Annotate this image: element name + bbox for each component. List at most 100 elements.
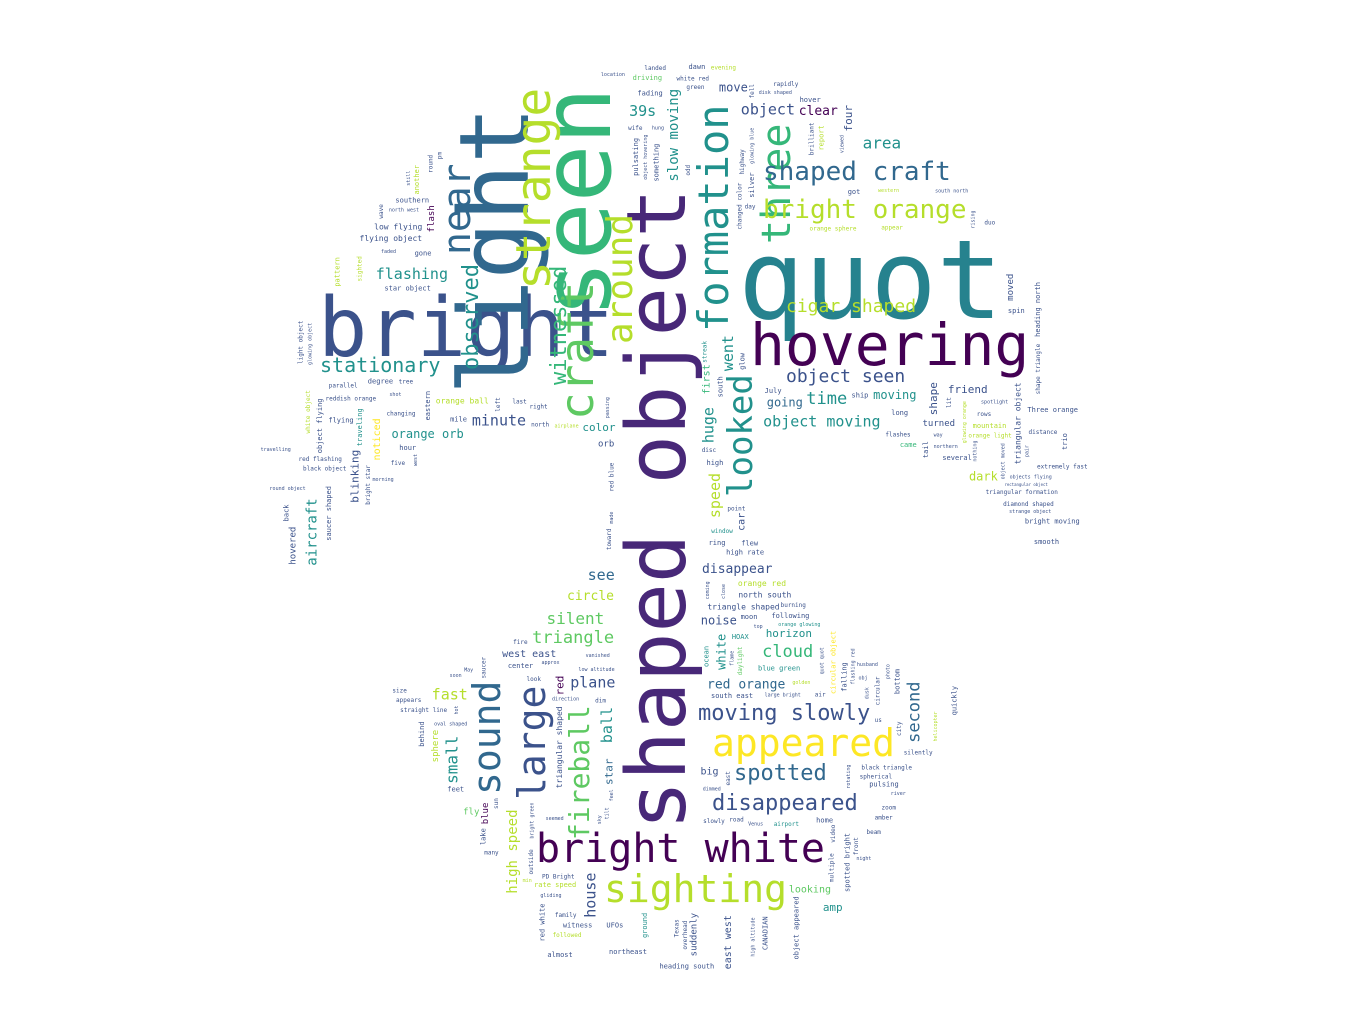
- word-triangular-formation: triangular formation: [986, 489, 1059, 496]
- word-appeared: appeared: [712, 721, 895, 765]
- word-ball: ball: [598, 707, 616, 743]
- word-fell: fell: [749, 84, 756, 99]
- word-morning: morning: [373, 477, 394, 483]
- word-observed: observed: [459, 264, 484, 370]
- word-several: several: [942, 454, 972, 462]
- word-spherical: spherical: [860, 774, 893, 781]
- word-appears: appears: [396, 697, 422, 704]
- word-fast: fast: [432, 685, 468, 703]
- word-extremely-fast: extremely fast: [1037, 464, 1088, 471]
- word-western: western: [878, 188, 899, 194]
- word-disc: disc: [702, 447, 717, 454]
- word-gliding: gliding: [540, 893, 561, 899]
- word-toward: toward: [606, 528, 613, 550]
- word-orange-ball: orange ball: [436, 396, 489, 405]
- word-oval-shaped: oval shaped: [434, 721, 467, 727]
- word-object-flying: object flying: [316, 398, 324, 453]
- word-may: May: [464, 667, 473, 673]
- word-pattern: pattern: [334, 257, 342, 287]
- word-reddish-orange: reddish orange: [326, 396, 377, 403]
- word-flying-object: flying object: [360, 234, 423, 243]
- word-passing: passing: [605, 397, 611, 418]
- word-made: made: [609, 512, 615, 524]
- word-circular-object: circular object: [829, 631, 837, 694]
- word-pair: pair: [1025, 445, 1031, 457]
- word-hot: hot: [454, 706, 460, 715]
- word-sphere: sphere: [431, 730, 441, 763]
- word-sighting: sighting: [604, 867, 787, 911]
- word-flew: flew: [741, 540, 759, 548]
- word-speed: speed: [706, 473, 724, 518]
- word-slow-moving: slow moving: [666, 89, 682, 182]
- word-photo: photo: [885, 664, 891, 679]
- word-changed-color: changed color: [737, 182, 744, 229]
- word-beam: beam: [866, 829, 881, 836]
- word-venus: Venus: [748, 821, 763, 827]
- word-followed: followed: [553, 932, 582, 939]
- word-fading: fading: [637, 89, 662, 97]
- word-behind: behind: [418, 721, 426, 746]
- word-witnessed: witnessed: [547, 266, 572, 385]
- word-hovered: hovered: [289, 527, 299, 565]
- word-sound: sound: [465, 681, 509, 795]
- word-way: way: [934, 432, 943, 438]
- word-circle: circle: [567, 589, 614, 604]
- word-blue-green: blue green: [758, 665, 800, 673]
- word-red-flashing: red flashing: [299, 456, 343, 463]
- word-moon: moon: [741, 613, 758, 621]
- word-video: video: [830, 824, 837, 842]
- word-northern: northern: [934, 444, 958, 450]
- word-slowly: slowly: [703, 818, 725, 825]
- word-aircraft: aircraft: [305, 498, 321, 565]
- word-hung: hung: [652, 125, 664, 131]
- word-falling: falling: [841, 662, 849, 692]
- word-high-rate: high rate: [726, 549, 764, 557]
- word-spotlight: spotlight: [981, 399, 1008, 405]
- word-dusk: dusk: [864, 687, 870, 699]
- word-report: report: [817, 125, 825, 150]
- word-sky: sky: [597, 815, 603, 824]
- word-airport: airport: [774, 821, 800, 828]
- word-fly: fly: [463, 807, 480, 817]
- word-five: five: [391, 460, 406, 467]
- word-four: four: [842, 105, 855, 132]
- word-minute: minute: [472, 411, 526, 429]
- word-disk-shaped: disk shaped: [759, 90, 792, 96]
- word-triangular-shaped: triangular shaped: [555, 706, 564, 788]
- word-left: left: [495, 397, 502, 412]
- word-object-hovering: object hovering: [643, 135, 649, 180]
- word-home: home: [816, 816, 833, 824]
- word-eastern: eastern: [424, 391, 432, 421]
- word-saucer-shaped: saucer shaped: [325, 486, 333, 541]
- word-front: front: [853, 837, 860, 855]
- word-white-object: white object: [305, 390, 312, 434]
- word-high: high: [707, 459, 724, 467]
- word-time: time: [806, 389, 847, 409]
- word-formation: formation: [689, 104, 738, 332]
- word-north: north: [531, 422, 549, 429]
- word-helicopter: helicopter: [933, 711, 939, 741]
- word-heading-north: heading north: [1034, 282, 1042, 337]
- word-rapidly: rapidly: [773, 81, 799, 88]
- word-flashing-red: flashing red: [850, 648, 856, 684]
- word-ufos: UFOs: [606, 921, 623, 929]
- word-flash: flash: [427, 205, 437, 232]
- word-blinking: blinking: [349, 450, 362, 503]
- word-close: close: [721, 584, 727, 599]
- word-strange-object: strange object: [1009, 509, 1051, 515]
- word-shape: shape: [927, 382, 940, 415]
- word-overhead: overhead: [682, 920, 689, 949]
- word-night: night: [856, 856, 871, 862]
- word-southern: southern: [395, 196, 429, 204]
- word-shaped-craft: shaped craft: [763, 157, 951, 187]
- word-bottom: bottom: [893, 669, 901, 694]
- word-lit: lit: [946, 397, 953, 408]
- word-light-object: light object: [298, 320, 305, 364]
- word-move: move: [719, 80, 748, 94]
- word-going: going: [767, 396, 803, 410]
- word-trio: trio: [1061, 433, 1069, 450]
- word-canadian: CANADIAN: [762, 916, 770, 950]
- word-low-flying: low flying: [374, 223, 422, 232]
- word-glowing-orange: glowing orange: [962, 401, 968, 443]
